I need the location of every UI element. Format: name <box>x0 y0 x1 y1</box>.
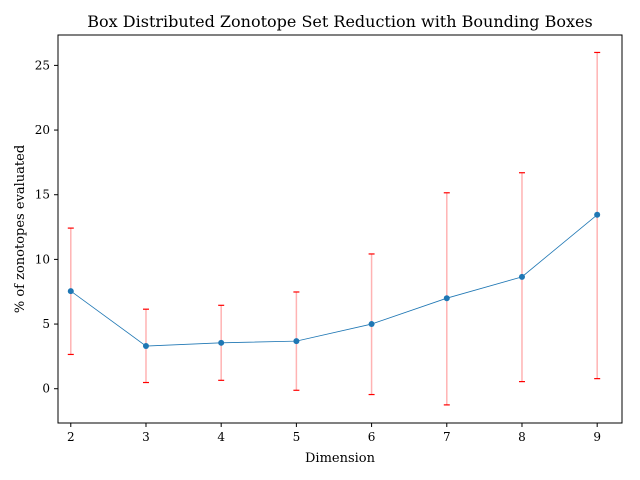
x-tick-label: 7 <box>443 430 451 444</box>
y-tick-label: 20 <box>35 123 50 137</box>
data-point <box>142 343 149 350</box>
x-tick-label: 5 <box>293 430 301 444</box>
x-axis-label: Dimension <box>305 451 376 466</box>
data-point <box>218 339 225 346</box>
data-point <box>368 321 375 328</box>
x-tick-label: 8 <box>518 430 526 444</box>
plot-area <box>67 51 601 406</box>
x-tick-label: 2 <box>67 430 75 444</box>
x-tick-label: 4 <box>217 430 225 444</box>
plot-frame <box>57 34 623 424</box>
x-tick-label: 9 <box>593 430 601 444</box>
x-axis: 2 3 4 5 6 7 8 9 <box>67 423 601 444</box>
chart-title: Box Distributed Zonotope Set Reduction w… <box>87 12 592 31</box>
x-tick-label: 6 <box>368 430 376 444</box>
y-tick-label: 10 <box>35 252 50 266</box>
data-point <box>594 211 601 218</box>
series-line <box>70 214 598 347</box>
y-tick-label: 15 <box>35 188 50 202</box>
data-point <box>67 288 74 295</box>
y-tick-label: 25 <box>35 58 50 72</box>
x-tick-label: 3 <box>142 430 150 444</box>
y-tick-label: 5 <box>42 317 50 331</box>
data-point <box>518 273 525 280</box>
y-tick-label: 0 <box>42 382 50 396</box>
data-point <box>443 295 450 302</box>
y-axis-label: % of zonotopes evaluated <box>13 145 28 313</box>
data-point <box>293 338 300 345</box>
y-axis: 0 5 10 15 20 25 <box>35 58 58 396</box>
